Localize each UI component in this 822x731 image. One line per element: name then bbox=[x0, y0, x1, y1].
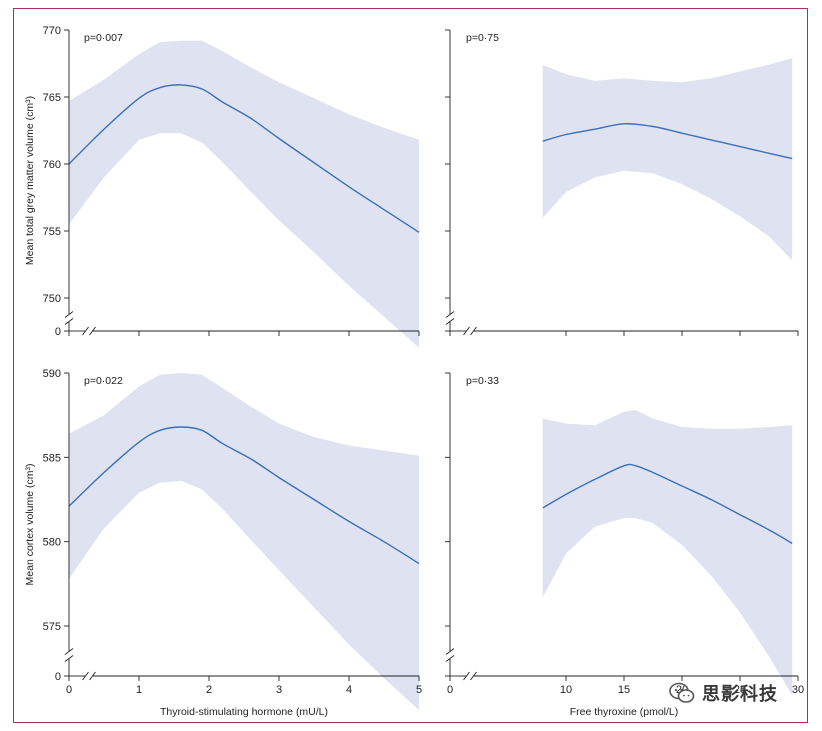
x-axis-break bbox=[82, 326, 89, 336]
y-axis-break bbox=[64, 318, 74, 325]
wechat-icon bbox=[669, 682, 695, 703]
y-axis-break bbox=[64, 311, 74, 318]
p-value-annotation: p=0·33 bbox=[466, 375, 499, 387]
x-axis-break bbox=[82, 671, 89, 681]
series-line bbox=[542, 463, 793, 545]
series-line bbox=[542, 123, 793, 160]
panel-grey-matter-ft4: p=0·75 bbox=[445, 29, 799, 336]
figure-frame bbox=[13, 8, 808, 723]
y-axis-label: Mean total grey matter volume (cm³) bbox=[24, 96, 36, 265]
y-tick-label: 760 bbox=[43, 159, 61, 171]
y-tick-label: 590 bbox=[43, 368, 61, 380]
y-tick-label: 585 bbox=[43, 452, 61, 464]
x-axis-break bbox=[89, 671, 96, 681]
x-tick-label: 3 bbox=[276, 684, 282, 696]
x-tick-label: 0 bbox=[66, 684, 72, 696]
x-tick-label: 5 bbox=[416, 684, 422, 696]
y-tick-label: 755 bbox=[43, 226, 61, 238]
y-axis-break bbox=[64, 655, 74, 662]
p-value-annotation: p=0·007 bbox=[84, 32, 123, 44]
y-tick-label: 765 bbox=[43, 92, 61, 104]
x-axis-break bbox=[89, 326, 96, 336]
confidence-band bbox=[542, 410, 793, 696]
y-axis-break bbox=[64, 648, 74, 655]
panel-grey-matter-tsh: 770 765 760 755 750 0 p=0·007 Mean total grey m… bbox=[24, 25, 420, 348]
series-line bbox=[68, 84, 420, 233]
x-axis-label: Thyroid-stimulating hormone (mU/L) bbox=[160, 706, 328, 718]
x-tick-label: 2 bbox=[206, 684, 212, 696]
x-tick-label: 10 bbox=[560, 684, 572, 696]
watermark-text: 思影科技 bbox=[702, 684, 778, 705]
watermark: 思影科技 bbox=[668, 678, 778, 708]
x-tick-label: 0 bbox=[447, 684, 453, 696]
y-axis-label: Mean cortex volume (cm³) bbox=[24, 464, 36, 586]
x-axis-break bbox=[470, 326, 477, 336]
y-axis-break bbox=[445, 648, 455, 655]
y-tick-label: 575 bbox=[43, 621, 61, 633]
y-axis-break bbox=[445, 311, 455, 318]
y-tick-label: 770 bbox=[43, 25, 61, 37]
confidence-band bbox=[69, 40, 419, 348]
p-value-annotation: p=0·75 bbox=[466, 32, 499, 44]
x-tick-label: 30 bbox=[792, 684, 804, 696]
y-axis-break bbox=[445, 318, 455, 325]
p-value-annotation: p=0·022 bbox=[84, 375, 123, 387]
y-tick-label-zero: 0 bbox=[55, 326, 61, 338]
y-tick-label: 580 bbox=[43, 537, 61, 549]
confidence-band bbox=[69, 373, 419, 711]
series-line bbox=[68, 426, 420, 565]
x-tick-label: 1 bbox=[136, 684, 142, 696]
x-axis-break bbox=[470, 671, 477, 681]
x-tick-label: 25 bbox=[734, 684, 746, 696]
x-tick-label: 15 bbox=[618, 684, 630, 696]
confidence-band bbox=[542, 58, 793, 261]
x-axis-label: Free thyroxine (pmol/L) bbox=[570, 706, 679, 718]
x-tick-label: 4 bbox=[346, 684, 352, 696]
x-axis-break bbox=[463, 326, 470, 336]
y-tick-label: 750 bbox=[43, 293, 61, 305]
x-axis-break bbox=[463, 671, 470, 681]
panel-cortex-tsh: 590 585 580 575 00 1 2 3 4 5 p=0·022 Mean cortex vo… bbox=[24, 368, 422, 718]
y-tick-label-zero: 0 bbox=[55, 671, 61, 683]
y-axis-break bbox=[445, 655, 455, 662]
